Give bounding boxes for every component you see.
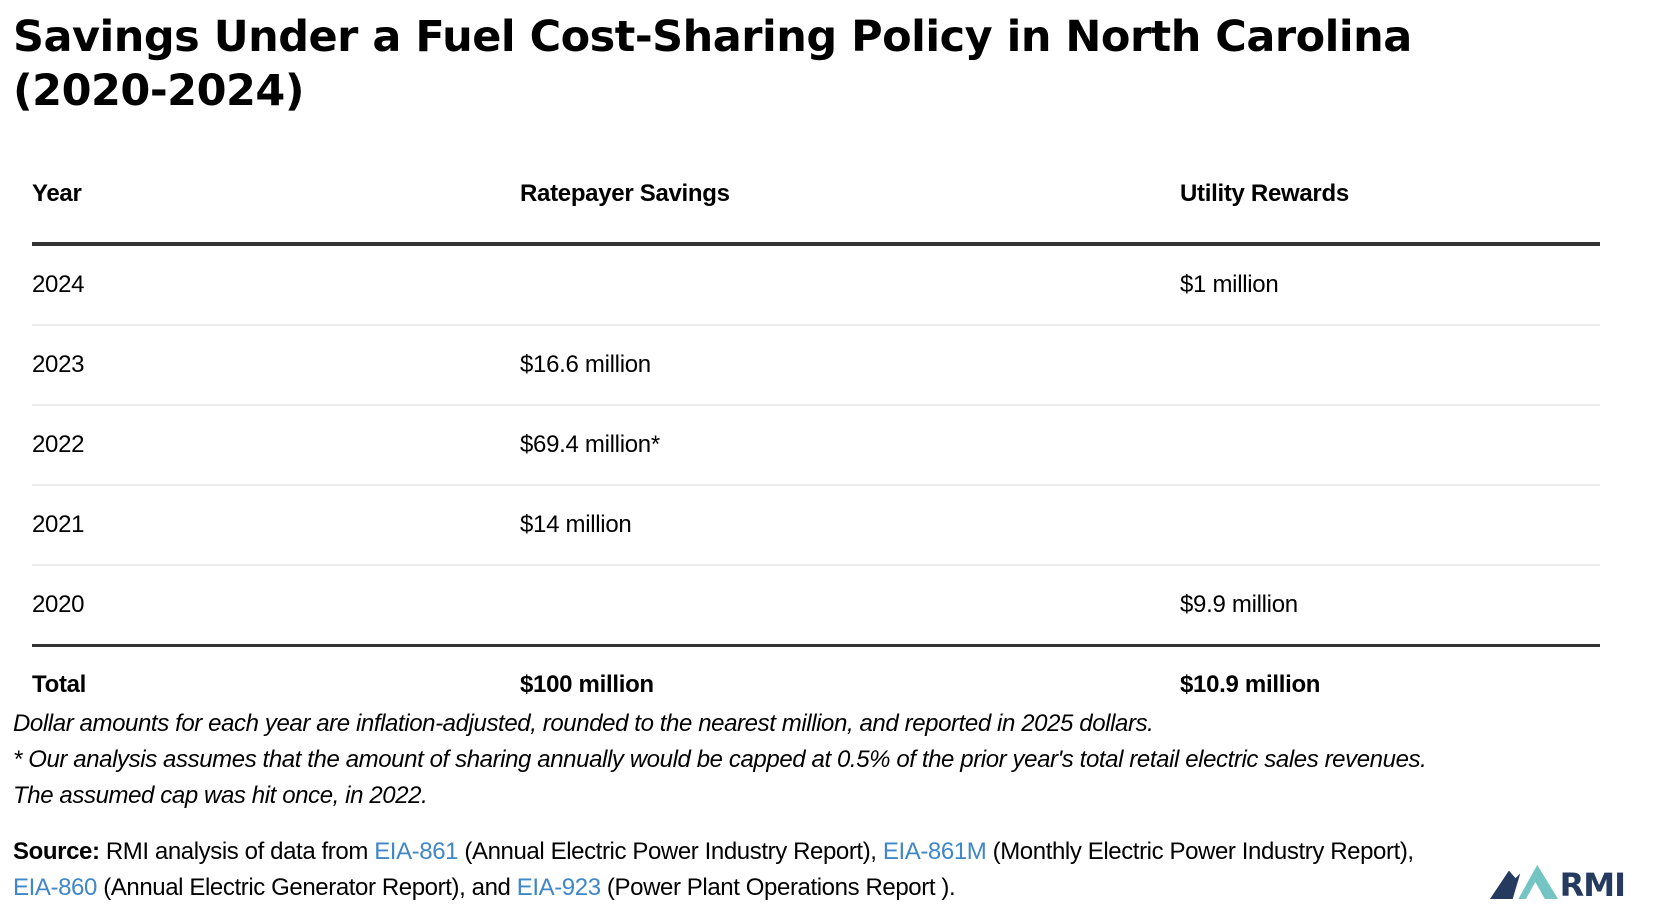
table-row: 2023 $16.6 million [32,325,1600,406]
footnotes: Dollar amounts for each year are inflati… [13,706,1443,814]
total-row: Total $100 million $10.9 million [32,646,1600,724]
source-text: (Power Plant Operations Report ). [600,874,956,901]
table-row: 2024 $1 million [32,244,1600,326]
cell-year: 2023 [32,325,520,406]
table-row: 2022 $69.4 million* [32,405,1600,486]
source-intro: RMI analysis of data from [99,838,375,865]
cell-rewards [1180,405,1600,486]
link-eia-861m[interactable]: EIA-861M [882,838,987,865]
rmi-logo: RMI [1490,860,1626,904]
header-year: Year [32,166,520,246]
total-rewards: $10.9 million [1180,671,1321,698]
rmi-mountain-logo-icon [1490,864,1559,899]
source-text: (Annual Electric Generator Report), and [96,874,517,901]
source-label: Source: [13,838,100,865]
source-text: (Annual Electric Power Industry Report), [458,838,883,865]
header-ratepayer-savings: Ratepayer Savings [520,166,1180,246]
footnote-inflation: Dollar amounts for each year are inflati… [13,710,1154,737]
source-text: (Monthly Electric Power Industry Report)… [986,838,1414,865]
cell-savings: $69.4 million* [520,405,1180,486]
cell-year: 2024 [32,244,520,326]
total-label: Total [32,671,87,698]
source-citation: Source: RMI analysis of data from EIA-86… [13,834,1433,906]
table-row: 2021 $14 million [32,485,1600,566]
header-utility-rewards: Utility Rewards [1180,166,1600,246]
link-eia-923[interactable]: EIA-923 [516,874,601,901]
cell-savings [520,244,1180,326]
cell-year: 2020 [32,565,520,647]
table-header-row: Year Ratepayer Savings Utility Rewards [32,166,1600,246]
cell-year: 2021 [32,485,520,566]
cell-year: 2022 [32,405,520,486]
cell-rewards: $1 million [1180,244,1600,326]
savings-table: Year Ratepayer Savings Utility Rewards 2… [32,166,1600,723]
cell-rewards [1180,325,1600,406]
cell-savings [520,565,1180,647]
page-title: Savings Under a Fuel Cost-Sharing Policy… [13,12,1412,116]
total-savings: $100 million [520,671,654,698]
link-eia-861[interactable]: EIA-861 [374,838,459,865]
link-eia-860[interactable]: EIA-860 [13,874,97,901]
footnote-cap: * Our analysis assumes that the amount o… [13,746,1427,809]
cell-rewards [1180,485,1600,566]
cell-savings: $14 million [520,485,1180,566]
cell-savings: $16.6 million [520,325,1180,406]
table-row: 2020 $9.9 million [32,565,1600,647]
cell-rewards: $9.9 million [1180,565,1600,647]
logo-text: RMI [1559,866,1626,904]
